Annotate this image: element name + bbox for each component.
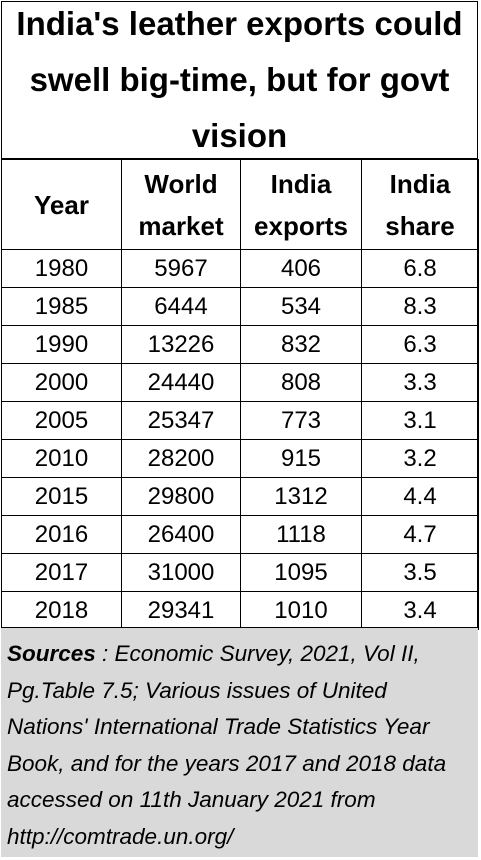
cell-year: 2017 [1, 553, 122, 592]
column-header-india-exports: India exports [240, 159, 362, 250]
cell-india-exports: 1118 [240, 515, 362, 554]
cell-india-share: 4.7 [361, 515, 479, 554]
cell-world-market: 31000 [121, 553, 241, 592]
cell-year: 2010 [1, 439, 122, 478]
cell-world-market: 5967 [121, 249, 241, 288]
cell-india-share: 3.5 [361, 553, 479, 592]
cell-india-share: 3.1 [361, 401, 479, 440]
cell-india-share: 3.4 [361, 591, 479, 630]
sources-label: Sources [7, 641, 96, 666]
cell-year: 2018 [1, 591, 122, 630]
cell-world-market: 29341 [121, 591, 241, 630]
cell-india-exports: 534 [240, 287, 362, 326]
cell-india-exports: 1312 [240, 477, 362, 516]
cell-india-exports: 406 [240, 249, 362, 288]
cell-india-exports: 832 [240, 325, 362, 364]
cell-year: 2000 [1, 363, 122, 402]
column-header-year: Year [1, 159, 122, 250]
cell-world-market: 28200 [121, 439, 241, 478]
cell-year: 1980 [1, 249, 122, 288]
cell-india-exports: 773 [240, 401, 362, 440]
table-row: 2017 31000 1095 3.5 [1, 553, 479, 592]
cell-year: 2015 [1, 477, 122, 516]
column-header-world-market: World market [121, 159, 241, 250]
cell-world-market: 6444 [121, 287, 241, 326]
table-row: 2016 26400 1118 4.7 [1, 515, 479, 554]
cell-world-market: 29800 [121, 477, 241, 516]
header-row: Year World market India exports India sh… [1, 159, 479, 250]
cell-year: 1985 [1, 287, 122, 326]
cell-india-exports: 808 [240, 363, 362, 402]
cell-world-market: 13226 [121, 325, 241, 364]
cell-india-share: 3.2 [361, 439, 479, 478]
table-title: India's leather exports could swell big-… [1, 1, 478, 159]
table-row: 2018 29341 1010 3.4 [1, 591, 479, 630]
cell-world-market: 26400 [121, 515, 241, 554]
cell-year: 2005 [1, 401, 122, 440]
cell-india-exports: 915 [240, 439, 362, 478]
table-row: 1980 5967 406 6.8 [1, 249, 479, 288]
table-row: 2000 24440 808 3.3 [1, 363, 479, 402]
cell-india-exports: 1095 [240, 553, 362, 592]
table-row: 2005 25347 773 3.1 [1, 401, 479, 440]
cell-india-share: 6.3 [361, 325, 479, 364]
table-row: 1985 6444 534 8.3 [1, 287, 479, 326]
sources-text: : Economic Survey, 2021, Vol II, Pg.Tabl… [7, 641, 447, 849]
cell-world-market: 25347 [121, 401, 241, 440]
cell-world-market: 24440 [121, 363, 241, 402]
cell-india-share: 3.3 [361, 363, 479, 402]
sources-note: Sources : Economic Survey, 2021, Vol II,… [1, 627, 478, 857]
cell-year: 1990 [1, 325, 122, 364]
table-row: 2015 29800 1312 4.4 [1, 477, 479, 516]
column-header-india-share: India share [361, 159, 479, 250]
cell-india-share: 6.8 [361, 249, 479, 288]
cell-year: 2016 [1, 515, 122, 554]
table-row: 2010 28200 915 3.2 [1, 439, 479, 478]
cell-india-share: 4.4 [361, 477, 479, 516]
cell-india-share: 8.3 [361, 287, 479, 326]
table-row: 1990 13226 832 6.3 [1, 325, 479, 364]
cell-india-exports: 1010 [240, 591, 362, 630]
data-table: Year World market India exports India sh… [1, 159, 479, 630]
